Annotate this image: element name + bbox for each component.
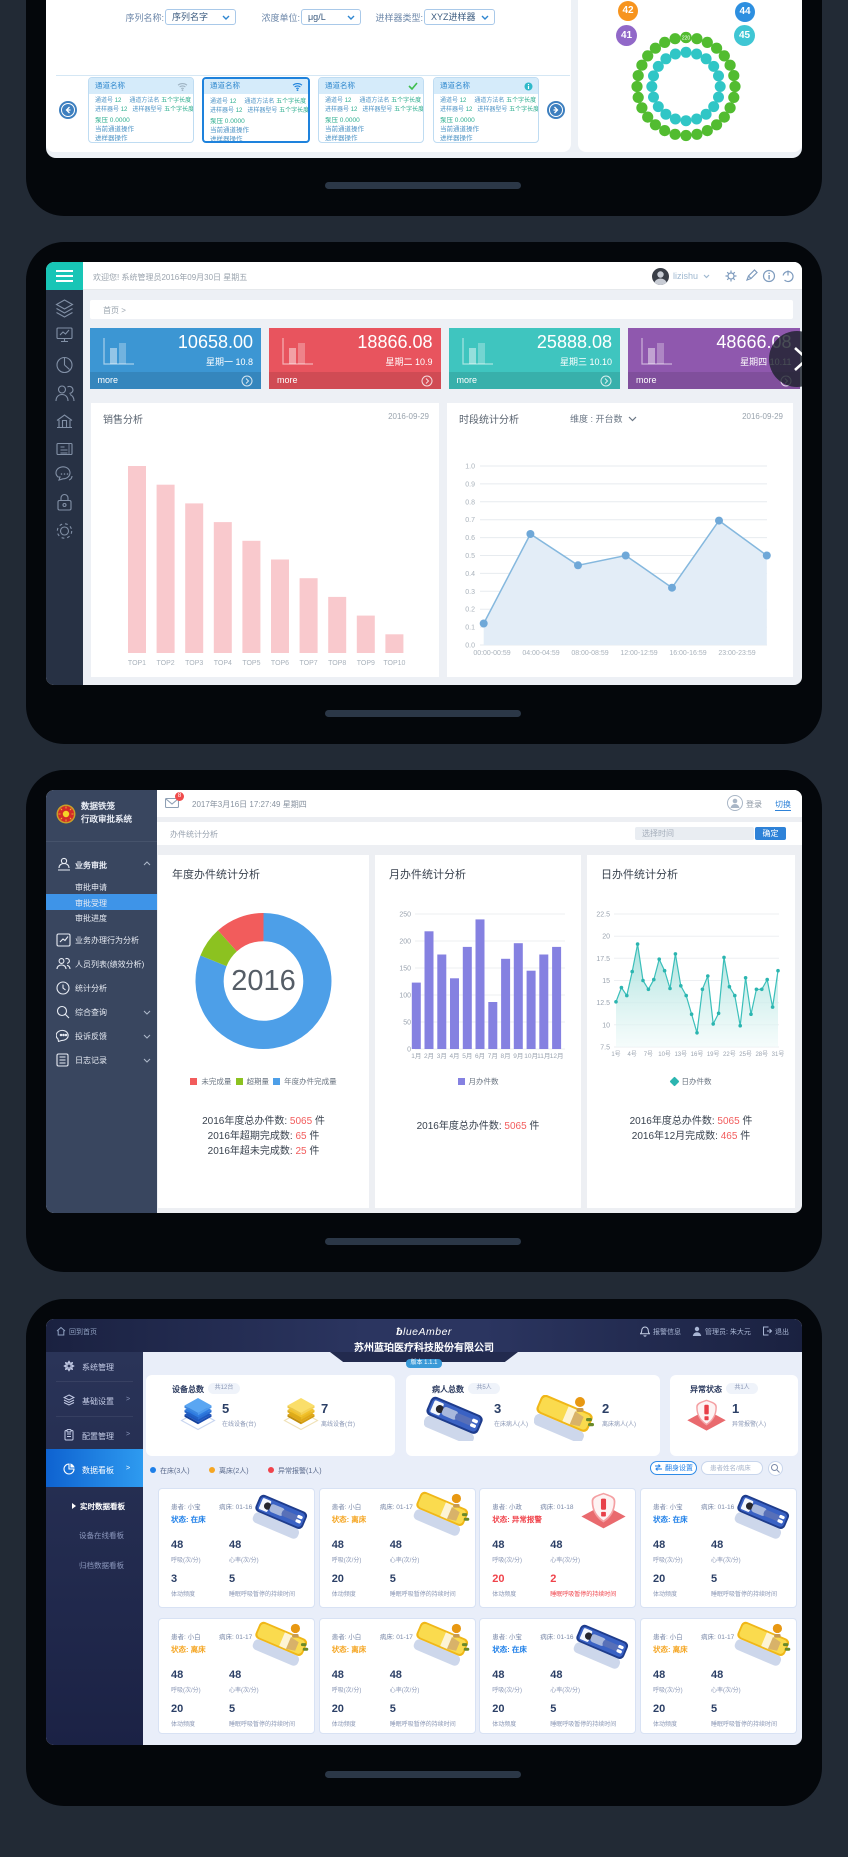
svg-text:TOP4: TOP4 <box>214 660 232 667</box>
svg-text:4月: 4月 <box>449 1052 459 1060</box>
svg-text:25号: 25号 <box>739 1051 752 1058</box>
svg-text:8月: 8月 <box>501 1052 511 1060</box>
svg-text:3月: 3月 <box>437 1052 447 1060</box>
svg-text:22.5: 22.5 <box>596 912 610 919</box>
svg-text:13号: 13号 <box>674 1051 687 1058</box>
svg-text:12.5: 12.5 <box>596 1000 610 1007</box>
svg-text:1号: 1号 <box>611 1051 620 1058</box>
svg-text:200: 200 <box>399 939 411 946</box>
svg-text:16号: 16号 <box>691 1051 704 1058</box>
svg-text:0.7: 0.7 <box>465 517 475 524</box>
svg-text:20: 20 <box>602 934 610 941</box>
svg-text:0.5: 0.5 <box>465 553 475 560</box>
svg-text:15: 15 <box>602 978 610 985</box>
svg-text:TOP8: TOP8 <box>328 660 346 667</box>
svg-text:28号: 28号 <box>755 1051 768 1058</box>
svg-text:7月: 7月 <box>488 1052 498 1060</box>
svg-text:100: 100 <box>399 993 411 1000</box>
svg-text:0: 0 <box>407 1047 411 1054</box>
svg-text:0.8: 0.8 <box>465 499 475 506</box>
svg-text:4号: 4号 <box>628 1051 637 1058</box>
svg-text:16:00-16:59: 16:00-16:59 <box>669 650 706 657</box>
svg-text:10号: 10号 <box>658 1051 671 1058</box>
svg-text:0.3: 0.3 <box>465 589 475 596</box>
svg-text:0.2: 0.2 <box>465 607 475 614</box>
svg-text:0.6: 0.6 <box>465 535 475 542</box>
svg-text:7号: 7号 <box>644 1051 653 1058</box>
svg-text:9月: 9月 <box>513 1052 523 1060</box>
svg-text:10月: 10月 <box>524 1052 538 1060</box>
svg-text:12:00-12:59: 12:00-12:59 <box>620 650 657 657</box>
svg-text:11月: 11月 <box>537 1052 550 1060</box>
svg-text:250: 250 <box>399 912 411 919</box>
svg-text:0.0: 0.0 <box>465 643 475 650</box>
svg-text:150: 150 <box>399 966 411 973</box>
svg-text:04:00-04:59: 04:00-04:59 <box>522 650 559 657</box>
svg-text:TOP6: TOP6 <box>271 660 289 667</box>
svg-text:TOP10: TOP10 <box>383 660 405 667</box>
svg-text:2月: 2月 <box>424 1052 434 1060</box>
svg-text:23:00-23:59: 23:00-23:59 <box>718 650 755 657</box>
svg-text:12月: 12月 <box>550 1052 564 1060</box>
svg-text:08:00-08:59: 08:00-08:59 <box>571 650 608 657</box>
svg-text:1月: 1月 <box>411 1052 421 1060</box>
svg-text:6月: 6月 <box>475 1052 485 1060</box>
svg-text:50: 50 <box>403 1020 411 1027</box>
svg-text:22号: 22号 <box>723 1051 736 1058</box>
svg-text:TOP1: TOP1 <box>128 660 146 667</box>
svg-text:17.5: 17.5 <box>596 956 610 963</box>
svg-text:0.1: 0.1 <box>465 625 475 632</box>
svg-text:7.5: 7.5 <box>600 1045 610 1052</box>
svg-text:TOP9: TOP9 <box>357 660 375 667</box>
svg-text:TOP3: TOP3 <box>185 660 203 667</box>
svg-text:10: 10 <box>602 1022 610 1029</box>
svg-text:TOP5: TOP5 <box>242 660 260 667</box>
svg-text:220: 220 <box>682 36 691 42</box>
svg-text:0.4: 0.4 <box>465 571 475 578</box>
svg-text:00:00-00:59: 00:00-00:59 <box>473 650 510 657</box>
svg-text:TOP7: TOP7 <box>300 660 318 667</box>
svg-text:0.9: 0.9 <box>465 481 475 488</box>
svg-text:1.0: 1.0 <box>465 464 475 471</box>
svg-text:31号: 31号 <box>772 1051 785 1058</box>
svg-text:19号: 19号 <box>707 1051 720 1058</box>
svg-text:TOP2: TOP2 <box>157 660 175 667</box>
svg-text:5月: 5月 <box>462 1052 472 1060</box>
